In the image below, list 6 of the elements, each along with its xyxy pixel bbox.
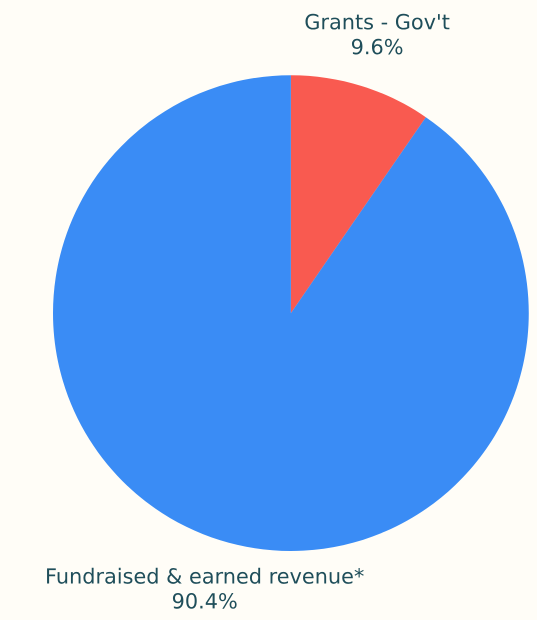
pie-slice	[290, 75, 426, 314]
data-label: 90.4%	[172, 592, 237, 609]
data-label: 9.6%	[352, 38, 402, 54]
slice-label: Grants - Gov't	[305, 14, 450, 30]
slice-label: Fundraised & earned revenue*	[47, 568, 364, 584]
pie-slice	[53, 75, 529, 551]
